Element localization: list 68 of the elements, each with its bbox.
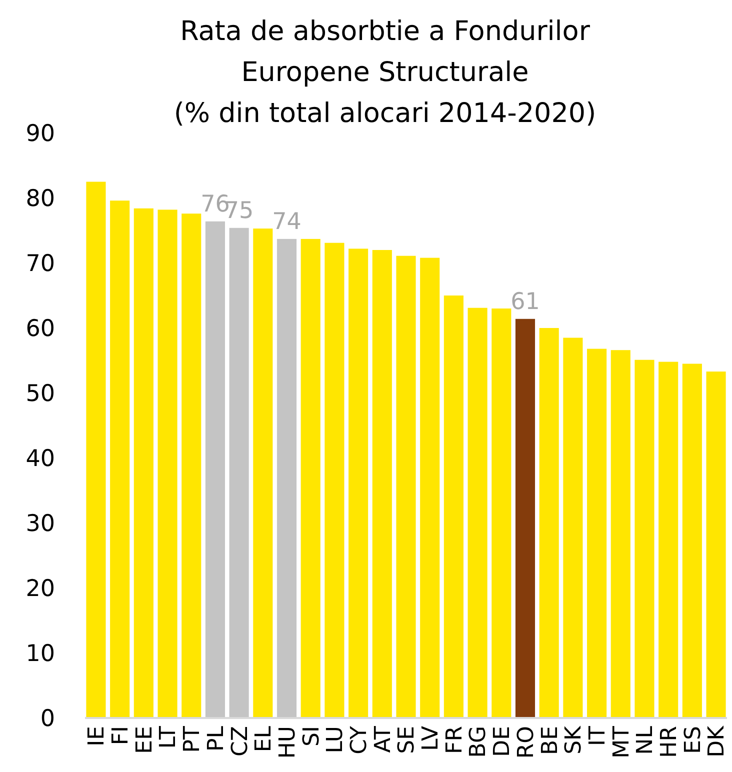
chart-title: Rata de absorbtie a Fondurilor Europene Structurale (% din total alocari 2014-2020): [174, 16, 596, 129]
y-tick-label: 0: [40, 706, 55, 732]
x-tick-label: FI: [108, 726, 134, 746]
bar: [634, 360, 654, 718]
x-tick-label: MT: [609, 725, 634, 758]
bar: [682, 364, 702, 718]
x-tick-label: DK: [704, 725, 730, 758]
y-tick-label: 40: [26, 446, 55, 472]
y-tick-label: 90: [26, 121, 55, 148]
x-tick-label: BE: [538, 726, 563, 755]
bar: [706, 372, 726, 718]
bar: [110, 200, 130, 718]
bar: [300, 238, 320, 718]
y-tick-label: 80: [26, 186, 55, 212]
bar: [468, 308, 488, 718]
bar: [158, 210, 178, 718]
bar: [420, 258, 440, 718]
x-tick-label: NL: [633, 725, 658, 755]
x-tick-label: LT: [156, 725, 182, 749]
bar: [610, 350, 630, 718]
bar: [324, 242, 344, 718]
bar: [276, 238, 297, 718]
x-tick-label: CZ: [228, 726, 253, 756]
x-tick-label: ES: [680, 726, 706, 754]
bar: [563, 338, 583, 718]
x-tick-label: IE: [84, 726, 110, 746]
x-tick-label: DE: [490, 726, 516, 757]
bar: [444, 296, 464, 718]
x-tick-label: RO: [514, 726, 539, 759]
x-tick-label: LU: [323, 726, 348, 754]
y-tick-label: 50: [26, 381, 55, 408]
x-tick-label: SK: [562, 725, 587, 754]
x-tick-label: SI: [299, 726, 324, 746]
data-label: 61: [510, 288, 540, 315]
x-tick-label: HR: [657, 726, 682, 758]
y-tick-label: 20: [26, 576, 55, 602]
x-tick-label: BG: [466, 726, 492, 758]
bar: [587, 348, 607, 718]
bar: [539, 328, 559, 718]
x-tick-label: HU: [275, 726, 300, 759]
x-tick-label: SE: [394, 726, 420, 754]
x-tick-label: FR: [442, 726, 468, 754]
data-label: 76: [200, 191, 230, 218]
bar: [182, 214, 202, 718]
bar: [396, 256, 416, 718]
bar: [658, 362, 678, 718]
data-label: 74: [272, 208, 302, 235]
x-tick-label: PT: [180, 725, 206, 753]
x-tick-label: CY: [347, 725, 372, 754]
x-tick-label: PL: [204, 725, 229, 752]
bar: [372, 250, 392, 718]
bar: [229, 228, 249, 718]
bar: [134, 208, 154, 718]
y-tick-label: 10: [26, 641, 55, 668]
bar: [205, 221, 225, 718]
x-tick-label: IT: [585, 725, 610, 746]
x-tick-label: EE: [132, 726, 158, 754]
bar: [515, 318, 536, 718]
bar: [348, 248, 368, 718]
x-tick-label: LV: [418, 726, 444, 751]
bar: [253, 228, 273, 718]
y-tick-label: 60: [26, 316, 55, 342]
bar: [86, 182, 106, 718]
y-tick-label: 70: [26, 251, 55, 278]
x-tick-label: AT: [370, 725, 396, 753]
y-tick-label: 30: [26, 511, 55, 538]
bar: [492, 308, 512, 718]
x-tick-label: EL: [252, 725, 277, 752]
